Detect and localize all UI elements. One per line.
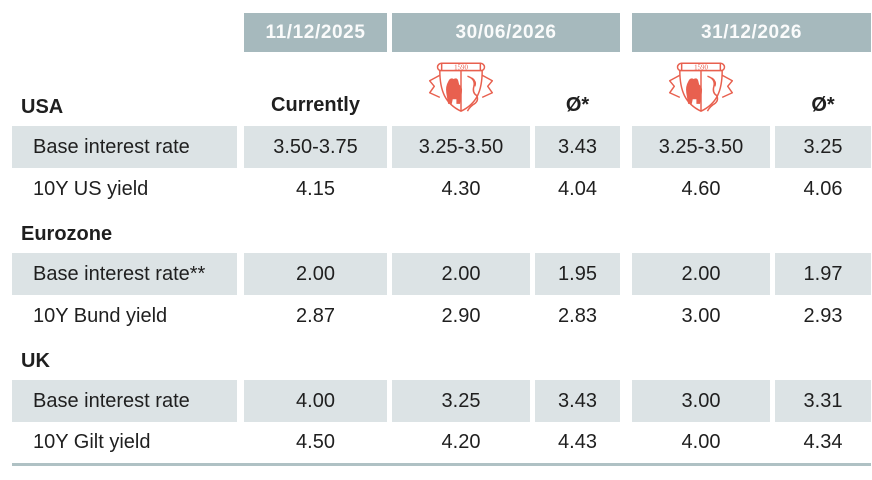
value-cell: 3.25 [775,126,871,168]
average-column-header-1: Ø* [565,94,590,116]
value-cell: 3.43 [535,126,620,168]
berenberg-crest-icon: 1590 [428,62,494,112]
value-cell: 2.93 [803,304,843,327]
value-cell: 3.50-3.75 [244,126,387,168]
value-cell: 2.00 [392,253,530,295]
date-header-mid-2026: 30/06/2026 [392,13,620,52]
value-cell: 4.20 [441,431,481,453]
value-cell: 2.00 [244,253,387,295]
value-cell: 4.04 [558,177,597,200]
section-heading-uk: UK [21,350,50,372]
value-cell: 1.97 [775,253,871,295]
currently-column-header: Currently [271,94,360,116]
crest-ribbon-left [428,74,441,99]
average-column-header-2: Ø* [811,94,835,116]
value-cell: 2.00 [632,253,770,295]
row-label-eurozone-10y-bund: 10Y Bund yield [33,304,168,327]
value-cell: 1.95 [535,253,620,295]
table-bottom-border [12,463,871,466]
row-label-uk-10y-gilt: 10Y Gilt yield [33,431,151,453]
crest-crozier [466,75,479,112]
value-cell: 4.34 [803,431,843,453]
value-cell: 4.06 [803,177,843,200]
row-label-usa-10y-yield: 10Y US yield [33,177,149,200]
crest-year-label: 1590 [694,65,708,72]
berenberg-crest-icon: 1590 [668,62,734,112]
value-cell: 3.43 [535,380,620,422]
row-label-eurozone-base-rate: Base interest rate** [12,253,237,295]
row-label-uk-base-rate: Base interest rate [12,380,237,422]
forecast-grid: 11/12/2025 30/06/2026 31/12/2026 USA Cur… [12,13,871,463]
value-cell: 3.00 [681,304,721,327]
crest-bear [686,78,703,104]
value-cell: 4.00 [244,380,387,422]
value-cell: 4.43 [558,431,597,453]
crest-year-label: 1590 [454,65,468,72]
value-cell: 3.25-3.50 [392,126,530,168]
value-cell: 2.87 [296,304,335,327]
section-heading-eurozone: Eurozone [21,223,113,245]
value-cell: 4.15 [296,177,335,200]
value-cell: 4.60 [681,177,721,200]
date-header-current: 11/12/2025 [244,13,387,52]
value-cell: 3.25-3.50 [632,126,770,168]
section-heading-usa: USA [21,96,64,118]
value-cell: 2.83 [558,304,597,327]
value-cell: 4.50 [296,431,335,453]
value-cell: 3.31 [775,380,871,422]
crest-bear [446,78,463,104]
crest-crozier [706,75,719,112]
crest-ribbon-right [721,74,734,99]
value-cell: 4.30 [441,177,481,200]
value-cell: 4.00 [681,431,721,453]
crest-ribbon-left [668,74,681,99]
forecast-crest-cell-1: 1590 [392,52,530,126]
value-cell: 3.00 [632,380,770,422]
value-cell: 2.90 [441,304,481,327]
value-cell: 3.25 [392,380,530,422]
date-header-end-2026: 31/12/2026 [632,13,871,52]
crest-ribbon-right [481,74,494,99]
row-label-usa-base-rate: Base interest rate [12,126,237,168]
forecast-crest-cell-2: 1590 [632,52,770,126]
